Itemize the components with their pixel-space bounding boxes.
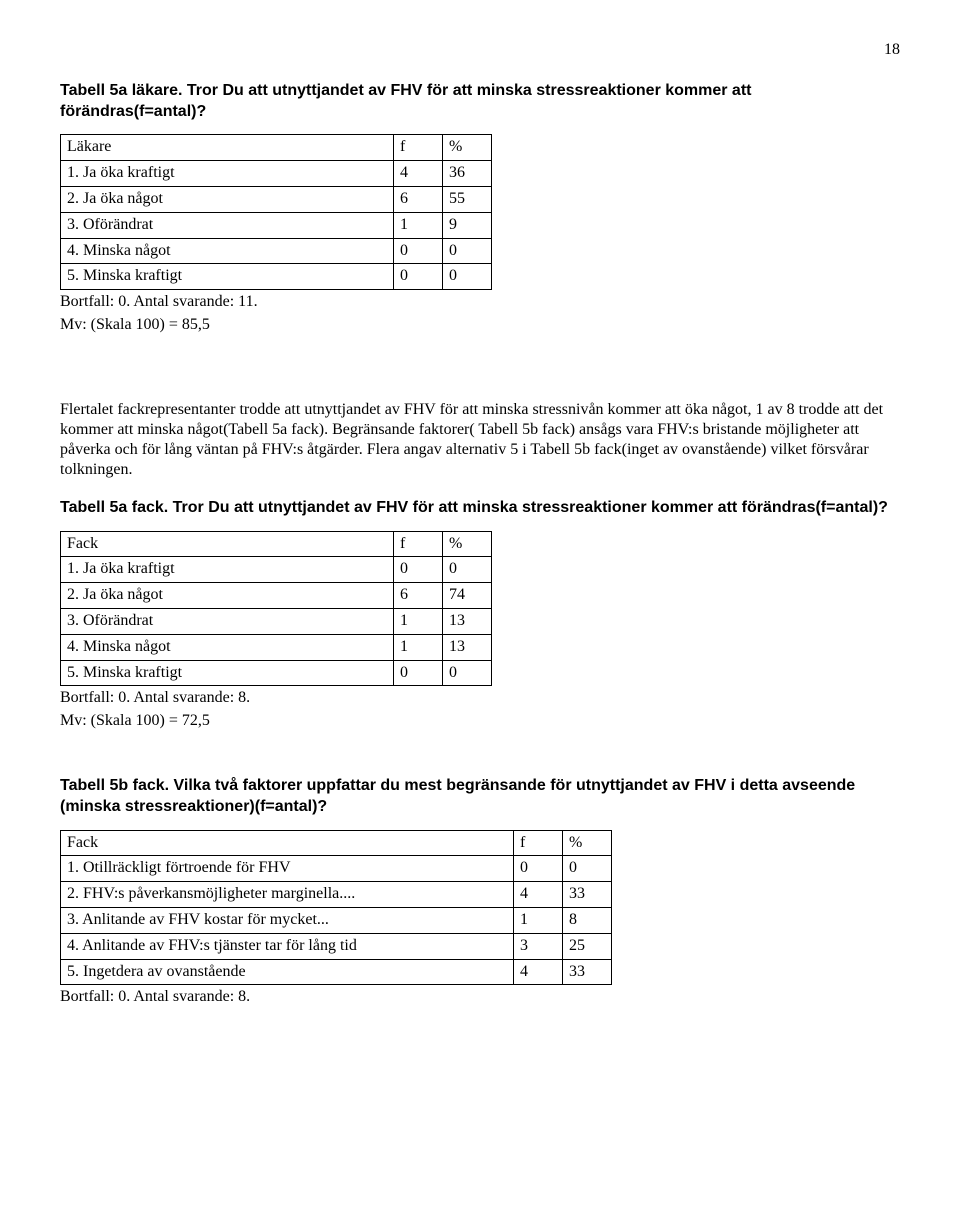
table-row: 3. Oförändrat113 — [61, 608, 492, 634]
cell-f: 0 — [394, 238, 443, 264]
cell-label: 1. Otillräckligt förtroende för FHV — [61, 856, 514, 882]
cell-label: 4. Minska något — [61, 634, 394, 660]
cell-pct: 8 — [563, 907, 612, 933]
cell-pct: 74 — [443, 583, 492, 609]
table-row: 5. Minska kraftigt00 — [61, 660, 492, 686]
cell-pct: 0 — [443, 557, 492, 583]
table-row: 5. Ingetdera av ovanstående433 — [61, 959, 612, 985]
col-header-label: Läkare — [61, 135, 394, 161]
table-row: 2. Ja öka något655 — [61, 186, 492, 212]
cell-label: 3. Oförändrat — [61, 212, 394, 238]
page-number: 18 — [60, 40, 900, 61]
body-paragraph: Flertalet fackrepresentanter trodde att … — [60, 400, 900, 480]
cell-pct: 55 — [443, 186, 492, 212]
col-header-f: f — [394, 531, 443, 557]
cell-pct: 36 — [443, 161, 492, 187]
table-row: 2. Ja öka något674 — [61, 583, 492, 609]
col-header-pct: % — [563, 830, 612, 856]
cell-f: 6 — [394, 583, 443, 609]
col-header-pct: % — [443, 135, 492, 161]
cell-label: 1. Ja öka kraftigt — [61, 161, 394, 187]
cell-f: 4 — [394, 161, 443, 187]
cell-pct: 13 — [443, 634, 492, 660]
col-header-f: f — [394, 135, 443, 161]
heading-prefix: Tabell 5a läkare. — [60, 82, 182, 99]
table-note-bortfall: Bortfall: 0. Antal svarande: 8. — [60, 987, 900, 1008]
table-row: 4. Minska något113 — [61, 634, 492, 660]
cell-label: 5. Ingetdera av ovanstående — [61, 959, 514, 985]
table-row: 3. Anlitande av FHV kostar för mycket...… — [61, 907, 612, 933]
col-header-label: Fack — [61, 830, 514, 856]
cell-label: 2. Ja öka något — [61, 186, 394, 212]
heading-prefix: Tabell 5a fack. — [60, 499, 168, 516]
heading-rest: Vilka två faktorer uppfattar du mest beg… — [60, 777, 855, 815]
cell-pct: 0 — [443, 238, 492, 264]
cell-label: 2. Ja öka något — [61, 583, 394, 609]
heading-prefix: Tabell 5b fack. — [60, 777, 169, 794]
table-5a-fack: Fack f % 1. Ja öka kraftigt00 2. Ja öka … — [60, 531, 492, 687]
cell-label: 5. Minska kraftigt — [61, 660, 394, 686]
cell-f: 0 — [514, 856, 563, 882]
cell-pct: 0 — [563, 856, 612, 882]
table-note-mv: Mv: (Skala 100) = 72,5 — [60, 711, 900, 732]
table-5b-fack: Fack f % 1. Otillräckligt förtroende för… — [60, 830, 612, 986]
cell-label: 2. FHV:s påverkansmöjligheter marginella… — [61, 882, 514, 908]
cell-pct: 0 — [443, 264, 492, 290]
table-note-mv: Mv: (Skala 100) = 85,5 — [60, 315, 900, 336]
table-header-row: Läkare f % — [61, 135, 492, 161]
cell-pct: 13 — [443, 608, 492, 634]
heading-rest: Tror Du att utnyttjandet av FHV för att … — [168, 499, 888, 516]
cell-pct: 33 — [563, 959, 612, 985]
table-row: 1. Ja öka kraftigt00 — [61, 557, 492, 583]
cell-pct: 0 — [443, 660, 492, 686]
heading-5b-fack: Tabell 5b fack. Vilka två faktorer uppfa… — [60, 776, 900, 818]
table-row: 1. Ja öka kraftigt436 — [61, 161, 492, 187]
table-row: 3. Oförändrat19 — [61, 212, 492, 238]
table-header-row: Fack f % — [61, 531, 492, 557]
table-note-bortfall: Bortfall: 0. Antal svarande: 8. — [60, 688, 900, 709]
table-note-bortfall: Bortfall: 0. Antal svarande: 11. — [60, 292, 900, 313]
table-row: 5. Minska kraftigt00 — [61, 264, 492, 290]
cell-pct: 25 — [563, 933, 612, 959]
table-5a-lakare: Läkare f % 1. Ja öka kraftigt436 2. Ja ö… — [60, 134, 492, 290]
cell-f: 4 — [514, 959, 563, 985]
cell-f: 1 — [394, 634, 443, 660]
cell-label: 1. Ja öka kraftigt — [61, 557, 394, 583]
col-header-f: f — [514, 830, 563, 856]
col-header-label: Fack — [61, 531, 394, 557]
cell-f: 4 — [514, 882, 563, 908]
table-row: 1. Otillräckligt förtroende för FHV00 — [61, 856, 612, 882]
table-row: 4. Anlitande av FHV:s tjänster tar för l… — [61, 933, 612, 959]
cell-label: 5. Minska kraftigt — [61, 264, 394, 290]
cell-pct: 33 — [563, 882, 612, 908]
cell-f: 1 — [394, 608, 443, 634]
col-header-pct: % — [443, 531, 492, 557]
cell-f: 6 — [394, 186, 443, 212]
cell-pct: 9 — [443, 212, 492, 238]
cell-f: 1 — [514, 907, 563, 933]
cell-label: 4. Anlitande av FHV:s tjänster tar för l… — [61, 933, 514, 959]
cell-label: 3. Oförändrat — [61, 608, 394, 634]
cell-label: 4. Minska något — [61, 238, 394, 264]
table-header-row: Fack f % — [61, 830, 612, 856]
heading-5a-lakare: Tabell 5a läkare. Tror Du att utnyttjand… — [60, 81, 900, 123]
cell-f: 0 — [394, 264, 443, 290]
cell-f: 3 — [514, 933, 563, 959]
table-row: 4. Minska något00 — [61, 238, 492, 264]
cell-f: 0 — [394, 660, 443, 686]
heading-5a-fack: Tabell 5a fack. Tror Du att utnyttjandet… — [60, 498, 900, 519]
cell-label: 3. Anlitande av FHV kostar för mycket... — [61, 907, 514, 933]
table-row: 2. FHV:s påverkansmöjligheter marginella… — [61, 882, 612, 908]
cell-f: 1 — [394, 212, 443, 238]
cell-f: 0 — [394, 557, 443, 583]
